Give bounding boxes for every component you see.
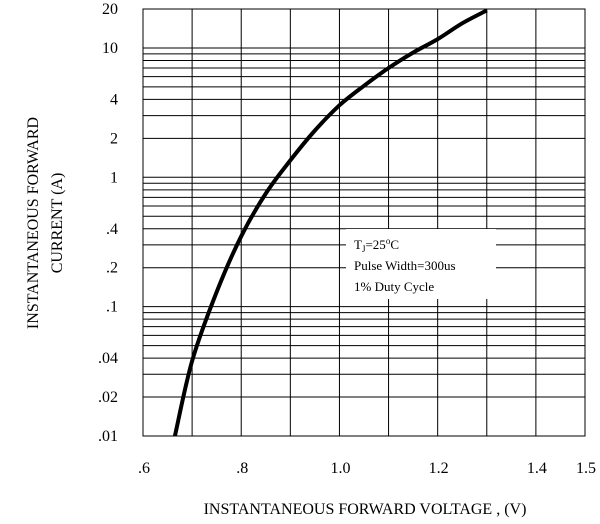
annotation-pulse-width: Pulse Width=300us xyxy=(354,258,456,273)
annotation-box: TJ=25oC Pulse Width=300us 1% Duty Cycle xyxy=(346,229,496,299)
y-tick-label: .1 xyxy=(106,299,118,316)
y-tick-label: 4 xyxy=(110,91,118,108)
x-tick-label: 1.5 xyxy=(576,460,596,477)
y-axis-label-line-2: CURRENT (A) xyxy=(49,173,66,274)
y-tick-label: 1 xyxy=(110,169,118,186)
x-tick-label: .8 xyxy=(236,460,248,477)
y-tick-label: 2 xyxy=(110,130,118,147)
x-tick-label: 1.0 xyxy=(330,460,350,477)
y-tick-label: .2 xyxy=(106,260,118,277)
x-axis-label: INSTANTANEOUS FORWARD VOLTAGE , (V) xyxy=(204,501,527,518)
x-tick-label: 1.2 xyxy=(429,460,449,477)
y-tick-label: 10 xyxy=(102,40,118,57)
x-tick-labels: .6 .8 1.0 1.2 1.4 1.5 xyxy=(138,460,596,477)
y-tick-label: .02 xyxy=(98,389,118,406)
y-tick-label: .01 xyxy=(98,428,118,445)
plot-frame xyxy=(142,8,586,437)
annotation-duty-cycle: 1% Duty Cycle xyxy=(354,279,434,294)
x-tick-label: .6 xyxy=(138,460,150,477)
annotation-background xyxy=(346,229,496,299)
series-line-forward-current xyxy=(172,8,488,437)
y-tick-label: .4 xyxy=(106,221,118,238)
annotation-temperature: TJ=25oC xyxy=(354,236,399,254)
y-tick-label: 20 xyxy=(102,1,118,18)
y-tick-label: .04 xyxy=(98,350,118,367)
grid xyxy=(143,9,585,436)
x-tick-label: 1.4 xyxy=(527,460,547,477)
y-axis-label-line-1: INSTANTANEOUS FORWARD xyxy=(25,117,42,329)
y-tick-labels: .01 .02 .04 .1 .2 .4 1 2 4 10 20 xyxy=(98,1,118,445)
